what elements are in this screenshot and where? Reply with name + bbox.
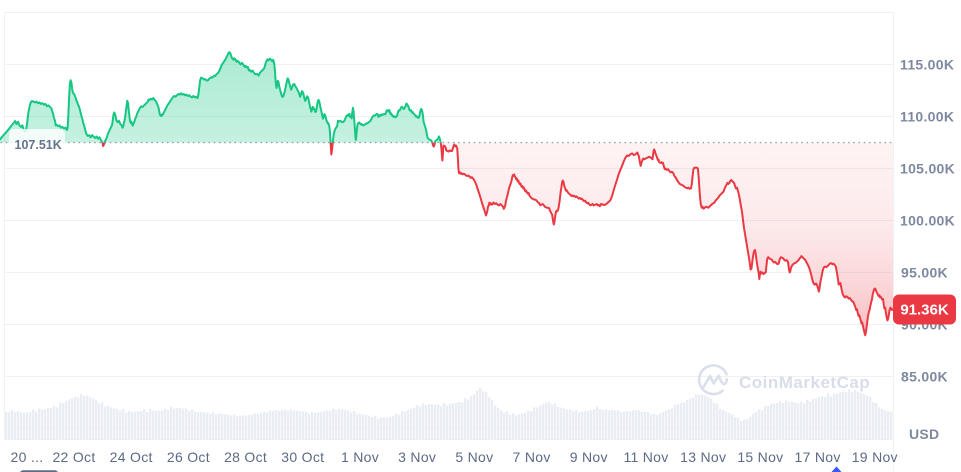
- svg-text:24 Oct: 24 Oct: [110, 449, 153, 465]
- svg-text:22 Oct: 22 Oct: [52, 449, 95, 465]
- svg-text:19 Nov: 19 Nov: [852, 449, 898, 465]
- svg-text:110.00K: 110.00K: [900, 109, 954, 125]
- svg-text:85.00K: 85.00K: [901, 369, 948, 385]
- svg-text:CoinMarketCap: CoinMarketCap: [739, 373, 870, 392]
- svg-text:11 Nov: 11 Nov: [623, 449, 668, 465]
- svg-text:9 Nov: 9 Nov: [570, 449, 608, 465]
- svg-text:115.00K: 115.00K: [900, 57, 954, 73]
- svg-text:20 ...: 20 ...: [11, 449, 44, 465]
- svg-text:15 Nov: 15 Nov: [737, 449, 783, 465]
- svg-text:105.00K: 105.00K: [900, 161, 955, 177]
- svg-text:95.00K: 95.00K: [901, 265, 948, 281]
- svg-text:5 Nov: 5 Nov: [455, 449, 493, 465]
- svg-text:7 Nov: 7 Nov: [513, 449, 551, 465]
- svg-text:26 Oct: 26 Oct: [167, 449, 210, 465]
- svg-text:3 Nov: 3 Nov: [398, 449, 436, 465]
- svg-text:30 Oct: 30 Oct: [281, 449, 324, 465]
- svg-text:91.36K: 91.36K: [900, 302, 949, 319]
- svg-text:13 Nov: 13 Nov: [680, 449, 726, 465]
- svg-text:28 Oct: 28 Oct: [224, 449, 267, 465]
- svg-text:17 Nov: 17 Nov: [795, 449, 841, 465]
- svg-text:107.51K: 107.51K: [15, 138, 62, 152]
- svg-text:1 Nov: 1 Nov: [341, 449, 379, 465]
- svg-text:USD: USD: [909, 426, 939, 442]
- svg-text:100.00K: 100.00K: [900, 213, 955, 229]
